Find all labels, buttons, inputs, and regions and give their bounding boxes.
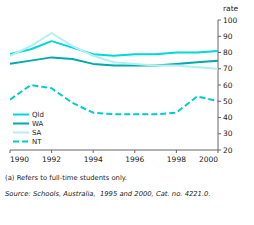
legend: QldWASANT xyxy=(13,111,44,146)
x-tick xyxy=(93,150,94,153)
legend-label: SA xyxy=(32,129,42,137)
legend-label: NT xyxy=(32,138,42,146)
x-tick-label: 1996 xyxy=(125,155,144,164)
y-tick xyxy=(218,150,221,151)
y-tick xyxy=(218,101,221,102)
legend-label: WA xyxy=(32,120,44,128)
x-axis-line xyxy=(10,150,218,151)
footnote: Source: Schools, Australia, 1995 and 200… xyxy=(5,190,211,198)
x-tick-label: 1994 xyxy=(84,155,103,164)
x-tick xyxy=(10,150,11,153)
y-tick-label: 70 xyxy=(223,64,233,73)
y-tick-label: 50 xyxy=(223,97,233,106)
y-tick-label: 20 xyxy=(223,146,233,155)
legend-swatch xyxy=(13,132,29,134)
y-tick xyxy=(218,117,221,118)
y-axis-label: rate xyxy=(223,4,239,13)
series-line xyxy=(10,85,218,114)
y-tick xyxy=(218,133,221,134)
y-tick-label: 90 xyxy=(223,32,233,41)
x-tick-label: 1992 xyxy=(42,155,61,164)
x-tick xyxy=(176,150,177,153)
y-tick xyxy=(218,52,221,53)
chart: 1990 1992 1994 1996 1998 2000 20 30 40 50 60 70 80 90… xyxy=(0,0,254,225)
series-line xyxy=(10,41,218,56)
y-tick-label: 80 xyxy=(223,48,233,57)
legend-label: Qld xyxy=(32,111,44,119)
x-tick-label: 2000 xyxy=(199,155,218,164)
y-tick xyxy=(218,85,221,86)
plot-area xyxy=(10,33,218,114)
x-tick-label: 1990 xyxy=(10,155,29,164)
y-tick-label: 60 xyxy=(223,81,233,90)
footnote: (a) Refers to full-time students only. xyxy=(5,174,127,182)
x-tick xyxy=(134,150,135,153)
y-tick xyxy=(218,36,221,37)
y-tick xyxy=(218,68,221,69)
x-tick xyxy=(51,150,52,153)
legend-swatch xyxy=(13,114,29,116)
legend-swatch xyxy=(13,123,29,125)
y-tick-label: 30 xyxy=(223,129,233,138)
y-tick-label: 40 xyxy=(223,113,233,122)
series-line xyxy=(10,33,218,69)
y-tick-label: 100 xyxy=(223,16,238,25)
legend-swatch xyxy=(13,141,29,143)
x-tick-label: 1998 xyxy=(167,155,186,164)
y-tick xyxy=(218,20,221,21)
